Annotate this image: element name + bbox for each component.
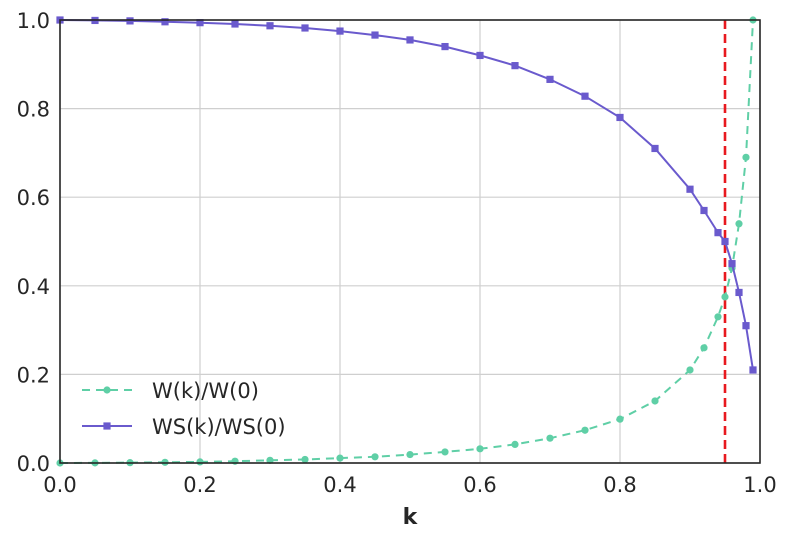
data-point (616, 113, 624, 122)
x-tick-label: 0.6 (463, 473, 496, 497)
data-point (651, 144, 659, 153)
data-point (714, 313, 722, 321)
data-point (441, 448, 449, 456)
data-point (546, 434, 554, 442)
data-point (371, 453, 379, 461)
data-point (266, 456, 274, 464)
data-point (714, 229, 722, 237)
data-point (336, 454, 344, 462)
data-point (196, 19, 204, 27)
data-point (742, 322, 750, 330)
data-point (301, 24, 309, 32)
data-point (721, 237, 729, 246)
y-tick-label: 1.0 (17, 9, 50, 33)
data-point (735, 288, 743, 297)
data-point (616, 415, 624, 423)
x-tick-label: 1.0 (743, 473, 776, 497)
grid (59, 19, 761, 464)
plot-background (60, 20, 760, 463)
y-axis-ticks: 0.0 0.2 0.4 0.6 0.8 1.0 (17, 9, 50, 476)
y-tick-label: 0.6 (17, 186, 50, 210)
series-line (59, 19, 754, 464)
data-point (196, 458, 204, 466)
legend-label: W(k)/W(0) (152, 379, 259, 403)
data-point (742, 153, 750, 161)
y-tick-label: 0.8 (17, 98, 50, 122)
x-axis-ticks: 0.0 0.2 0.4 0.6 0.8 1.0 (43, 473, 776, 497)
legend-label: WS(k)/WS(0) (152, 415, 286, 439)
data-point (651, 397, 659, 405)
x-tick-label: 0.0 (43, 473, 76, 497)
series-layer (56, 16, 757, 467)
data-point (581, 92, 589, 100)
data-point (749, 366, 757, 374)
data-point (476, 51, 484, 60)
data-point (126, 17, 134, 25)
data-point (546, 75, 554, 83)
data-point (511, 440, 519, 448)
data-point (266, 22, 274, 30)
plot-frame (59, 19, 761, 464)
x-tick-label: 0.8 (603, 473, 636, 497)
y-tick-label: 0.0 (17, 452, 50, 476)
data-point (735, 220, 743, 228)
data-point (700, 206, 708, 215)
data-point (511, 62, 519, 70)
data-point (686, 185, 694, 193)
data-point (721, 293, 729, 301)
x-tick-label: 0.4 (323, 473, 356, 497)
data-point (686, 366, 694, 374)
y-tick-label: 0.4 (17, 275, 50, 299)
legend: W(k)/W(0) WS(k)/WS(0) (82, 379, 286, 439)
data-point (700, 344, 708, 352)
legend-marker (103, 422, 111, 430)
data-point (161, 18, 169, 26)
data-point (336, 27, 344, 35)
x-axis-label: k (403, 505, 419, 530)
data-point (231, 20, 239, 28)
data-point (371, 31, 379, 39)
data-point (728, 260, 736, 268)
data-point (581, 426, 589, 434)
data-point (441, 42, 449, 51)
y-tick-label: 0.2 (17, 363, 50, 387)
legend-marker (103, 386, 111, 394)
x-tick-label: 0.2 (183, 473, 216, 497)
data-point (406, 450, 414, 459)
data-point (476, 445, 484, 453)
data-point (301, 455, 309, 464)
data-point (406, 36, 414, 44)
